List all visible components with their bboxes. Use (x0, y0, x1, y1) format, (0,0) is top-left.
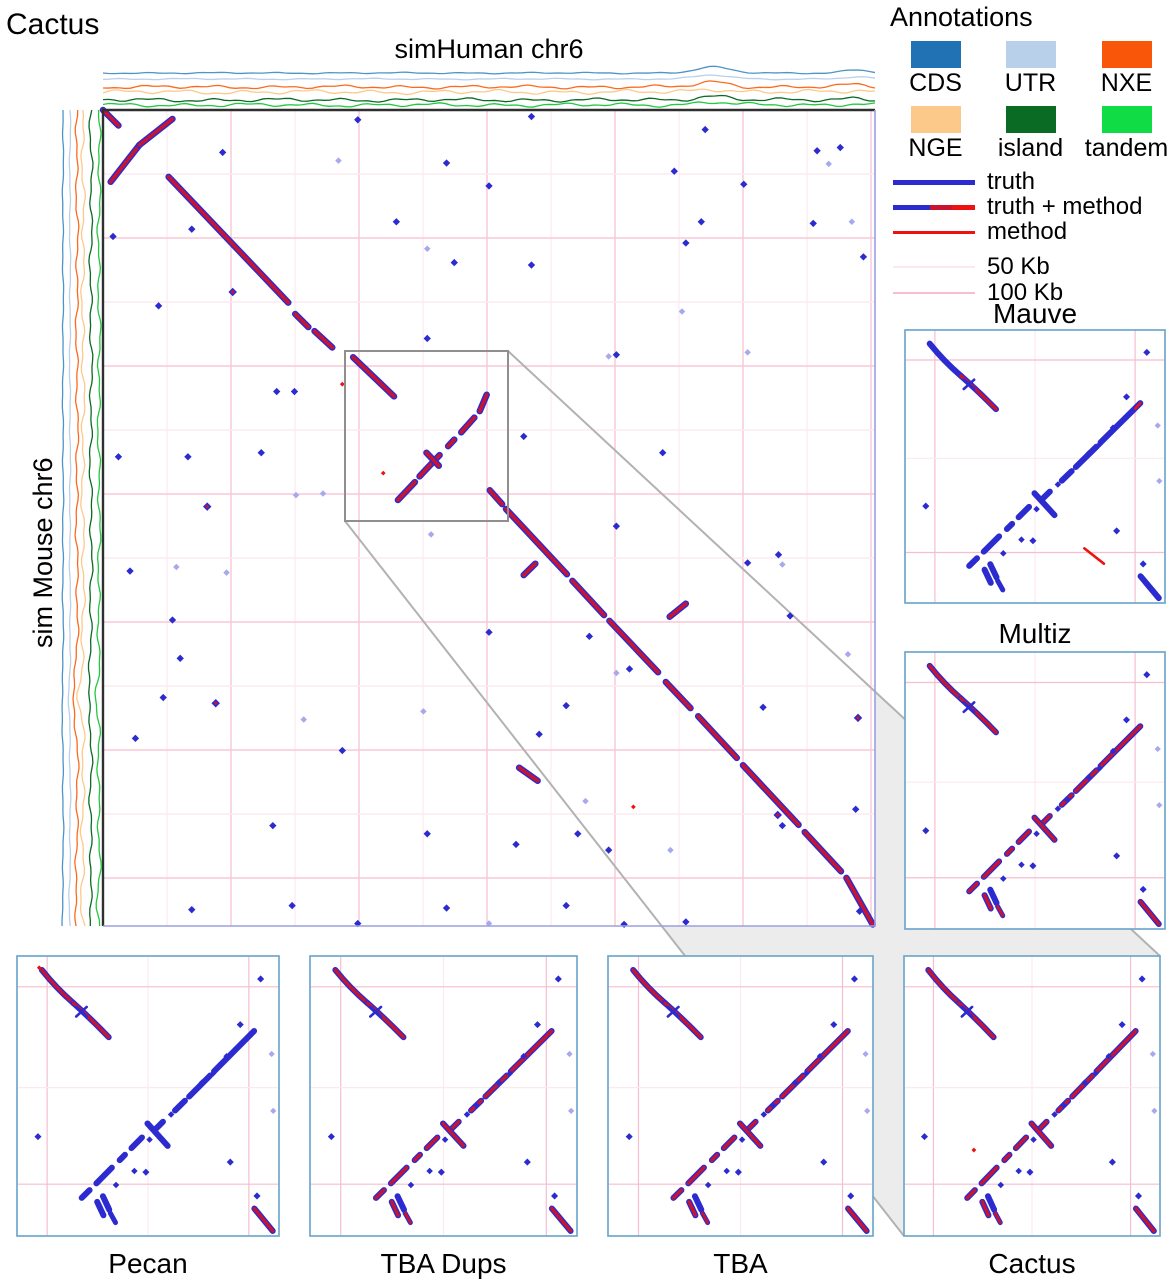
annotations-legend: Annotations CDS UTR NXE NGE island tande… (888, 2, 1175, 306)
panel-title-tba-dups: TBA Dups (380, 1248, 507, 1279)
track-nxe-left (72, 109, 80, 927)
method-panel-mauve (904, 329, 1166, 604)
legend-item-utr: UTR (983, 41, 1078, 96)
legend-line-50kb: 50 Kb (888, 253, 1175, 281)
panel-title-mauve: Mauve (992, 298, 1078, 329)
main-plot-border (101, 108, 876, 927)
tandem-swatch (1101, 106, 1152, 134)
legend-item-tandem: tandem (1078, 106, 1175, 163)
track-cds-top (102, 65, 876, 75)
legend-line-truth-method: truth + method (888, 193, 1175, 220)
legend-line-truth: truth (888, 168, 1175, 195)
utr-label: UTR (1004, 69, 1057, 97)
annotation-tracks (61, 65, 876, 927)
track-nge-left (76, 109, 87, 927)
track-utr-top (102, 74, 876, 81)
inset-zoom-box (344, 350, 509, 522)
nxe-swatch (1101, 41, 1152, 68)
nxe-label: NXE (1100, 69, 1153, 97)
cds-label: CDS (909, 69, 962, 97)
method-line-sample (893, 230, 975, 234)
method-panel-pecan (16, 955, 280, 1237)
legend-item-cds: CDS (888, 41, 983, 96)
nge-label: NGE (908, 134, 963, 163)
cds-swatch (910, 41, 961, 68)
island-swatch (1005, 106, 1056, 134)
nge-swatch (910, 106, 961, 134)
utr-swatch (1005, 41, 1056, 68)
panel-title-cactus-small: Cactus (988, 1248, 1076, 1279)
track-island-left (87, 109, 94, 927)
track-cds-left (61, 109, 65, 927)
panel-title-multiz: Multiz (998, 618, 1072, 649)
annotation-swatch-grid: CDS UTR NXE NGE island tandem (888, 41, 1175, 162)
track-tandem-left (94, 109, 102, 927)
truth-method-line-sample (893, 204, 975, 210)
grid-100kb-line-sample (893, 292, 975, 294)
track-utr-left (67, 109, 72, 927)
main-plot-data (99, 106, 876, 929)
legend-item-nge: NGE (888, 106, 983, 163)
y-axis-label: sim Mouse chr6 (28, 457, 58, 648)
grid-50kb-line-sample (893, 266, 975, 268)
method-panel-tba-dups (309, 955, 578, 1237)
legend-line-100kb: 100 Kb (888, 279, 1175, 306)
x-axis-label: simHuman chr6 (394, 34, 584, 64)
legend-item-nxe: NXE (1078, 41, 1175, 96)
tandem-label: tandem (1084, 134, 1169, 163)
panel-title-tba: TBA (713, 1248, 768, 1279)
legend-item-island: island (983, 106, 1078, 163)
track-island-top (102, 94, 876, 103)
track-nge-top (102, 88, 876, 96)
method-panel-multiz (904, 651, 1166, 930)
truth-line-sample (893, 179, 975, 185)
method-panel-tba (607, 955, 874, 1237)
figure-title: Cactus (6, 8, 100, 41)
legend-line-method: method (888, 218, 1175, 245)
track-tandem-top (102, 101, 876, 108)
panel-title-pecan: Pecan (108, 1248, 188, 1279)
track-nxe-top (102, 80, 876, 90)
method-panel-cactus (903, 955, 1161, 1237)
line-type-legend: truth truth + method method 50 Kb 100 Kb (888, 168, 1175, 306)
island-label: island (997, 134, 1064, 163)
annotations-legend-title: Annotations (890, 2, 1033, 32)
